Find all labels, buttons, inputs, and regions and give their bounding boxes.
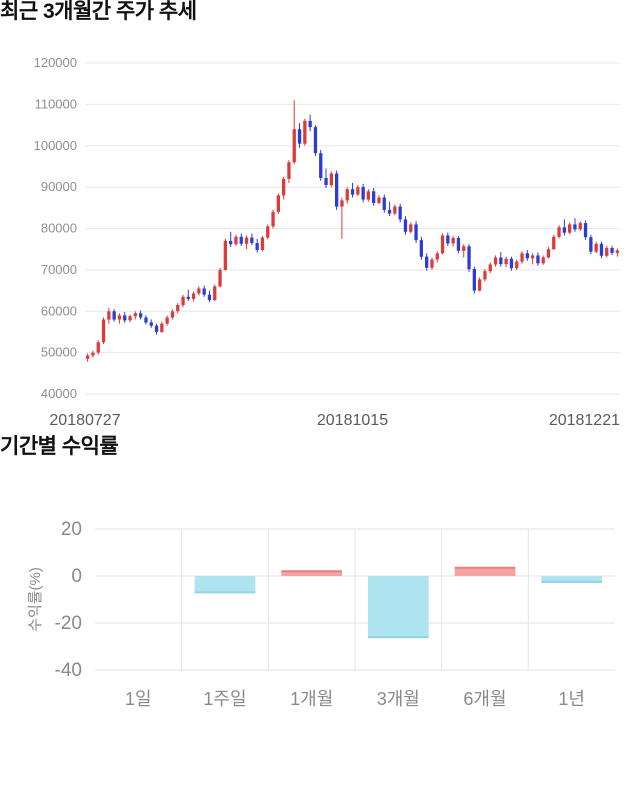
svg-text:1개월: 1개월 xyxy=(290,689,333,709)
svg-text:90000: 90000 xyxy=(41,179,77,194)
svg-text:-20: -20 xyxy=(55,613,82,634)
candlestick-chart: 120000 110000 100000 90000 80000 70000 60000 50… xyxy=(34,55,620,429)
svg-text:20: 20 xyxy=(61,519,82,540)
svg-text:100000: 100000 xyxy=(34,138,77,153)
svg-text:70000: 70000 xyxy=(41,262,77,277)
svg-text:20181015: 20181015 xyxy=(317,412,388,429)
svg-text:20180727: 20180727 xyxy=(49,412,120,429)
svg-text:20181221: 20181221 xyxy=(549,412,620,429)
svg-text:-40: -40 xyxy=(55,660,82,681)
svg-text:3개월: 3개월 xyxy=(377,689,420,709)
svg-text:80000: 80000 xyxy=(41,221,77,236)
svg-text:60000: 60000 xyxy=(41,303,77,318)
svg-text:110000: 110000 xyxy=(35,96,77,111)
svg-text:수익률(%): 수익률(%) xyxy=(27,567,44,632)
svg-text:1일: 1일 xyxy=(125,689,152,709)
svg-text:120000: 120000 xyxy=(34,55,77,70)
svg-text:6개월: 6개월 xyxy=(463,689,506,709)
svg-text:40000: 40000 xyxy=(41,386,77,401)
returns-bar-chart: 20 0 -20 -40 1일 1주일 1개월 3개월 6개월 1년 수익률(%) xyxy=(27,519,615,709)
period-returns-title: 기간별 수익률 xyxy=(0,435,119,458)
price-trend-title: 최근 3개월간 주가 추세 xyxy=(0,0,197,23)
svg-text:1년: 1년 xyxy=(558,689,585,709)
svg-text:1주일: 1주일 xyxy=(203,689,246,709)
svg-text:0: 0 xyxy=(71,566,82,587)
svg-text:50000: 50000 xyxy=(41,345,77,360)
